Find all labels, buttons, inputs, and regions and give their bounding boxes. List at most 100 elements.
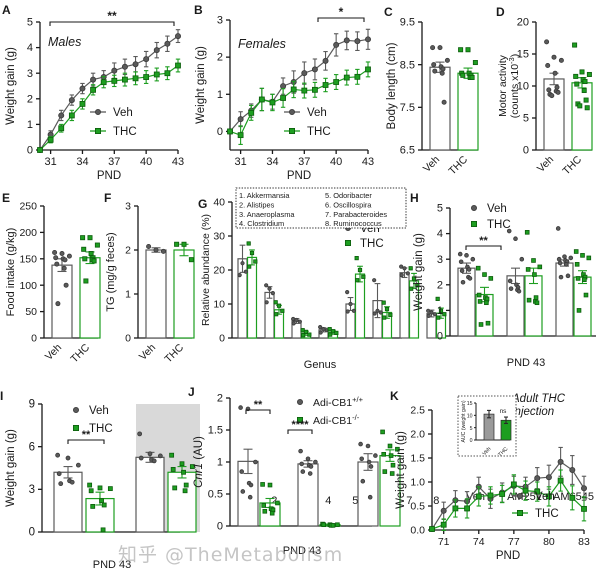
data-point: [573, 73, 579, 79]
data-point: [555, 226, 561, 231]
panel-title: Males: [48, 35, 81, 49]
data-point: [260, 482, 265, 487]
data-point: [298, 448, 303, 454]
data-point: [438, 308, 444, 313]
data-point: [569, 494, 576, 501]
data-point: [291, 321, 296, 326]
y-tick-label: 1: [437, 305, 443, 317]
data-point: [426, 308, 431, 313]
data-point: [532, 272, 537, 277]
x-category-label: 7: [406, 495, 412, 507]
data-point: [52, 249, 58, 255]
y-axis-label: TG (mg/g feces): [105, 232, 117, 311]
data-point: [555, 89, 561, 95]
data-point: [248, 109, 255, 116]
data-point: [301, 333, 306, 338]
y-axis-label: Cnr1 (AU): [193, 436, 205, 488]
data-point: [368, 464, 374, 469]
data-point: [458, 47, 464, 53]
data-point: [557, 477, 564, 484]
data-point: [83, 278, 89, 284]
data-point: [160, 248, 166, 254]
x-category-label: Veh: [535, 154, 556, 175]
data-point: [482, 272, 487, 277]
data-point: [516, 509, 523, 516]
data-point: [73, 425, 80, 432]
y-tick-label: 0: [437, 331, 443, 343]
data-point: [372, 278, 377, 283]
bar-Veh: [135, 456, 165, 533]
data-point: [552, 70, 558, 76]
x-tick-label: 40: [330, 156, 342, 168]
y-tick-label: 20: [517, 17, 529, 29]
x-tick-label: 77: [508, 536, 520, 548]
x-category-label: 2: [271, 495, 277, 507]
data-point: [143, 74, 150, 80]
data-point: [237, 273, 242, 278]
legend-label: THC: [535, 508, 559, 520]
data-point: [87, 235, 93, 241]
x-category-label: 5: [352, 495, 358, 507]
data-point: [343, 37, 350, 44]
data-point: [429, 310, 434, 315]
panel-label: H: [410, 191, 419, 205]
data-point: [294, 317, 299, 323]
data-point: [348, 301, 353, 307]
data-point: [544, 39, 550, 45]
panel-B-plot: B 0 1 2 3 31 34 37 40 43 PND Weight gain (g) Females…: [194, 3, 374, 182]
data-point: [464, 253, 469, 258]
y-tick-label: 150: [19, 253, 37, 265]
panel-label: I: [0, 389, 3, 403]
y-tick-label: 200: [19, 227, 37, 239]
data-point: [516, 493, 523, 500]
data-point: [240, 489, 246, 494]
data-point: [68, 97, 75, 104]
y-tick-label: 2.0: [410, 429, 425, 441]
data-point: [58, 125, 65, 132]
data-point: [311, 66, 318, 73]
x-tick-label: 74: [473, 536, 485, 548]
data-point: [460, 72, 466, 78]
data-point: [312, 86, 318, 93]
data-point: [534, 488, 541, 495]
data-point: [308, 464, 314, 469]
y-tick-label: 10: [517, 81, 529, 93]
data-point: [558, 57, 564, 63]
data-point: [151, 458, 157, 464]
bar-THC: [457, 72, 479, 151]
data-point: [80, 235, 86, 241]
data-point: [557, 458, 564, 465]
data-point: [359, 456, 365, 462]
data-point: [333, 41, 340, 48]
y-tick-label: 30: [213, 231, 225, 243]
data-point: [344, 240, 351, 247]
x-axis-label: PND: [496, 550, 520, 562]
data-point: [484, 300, 489, 306]
data-point: [73, 406, 80, 413]
data-point: [261, 503, 267, 508]
panel-K: K 0.0 0.5 1.0 1.5 2.0 2.5 71 74 77 80 83 PND Weight g…: [384, 378, 600, 576]
x-tick-label: 43: [172, 156, 184, 168]
data-point: [313, 459, 318, 465]
panel-label: A: [2, 3, 11, 17]
data-point: [274, 312, 279, 317]
data-point: [569, 467, 576, 474]
y-tick-label: 1.5: [208, 425, 223, 437]
significance-bracket: [245, 409, 271, 414]
data-point: [170, 467, 176, 472]
data-point: [366, 459, 372, 465]
data-point: [459, 268, 465, 274]
data-point: [147, 451, 153, 457]
data-point: [153, 71, 160, 78]
bar-THC: [173, 249, 195, 339]
y-axis-label: Body length (cm): [386, 42, 398, 129]
data-point: [546, 87, 552, 93]
genus-key-item: 4. Clostridium: [239, 219, 284, 228]
y-axis-label: Weight gain (g): [195, 46, 207, 124]
data-point: [573, 249, 579, 254]
data-point: [460, 279, 466, 285]
